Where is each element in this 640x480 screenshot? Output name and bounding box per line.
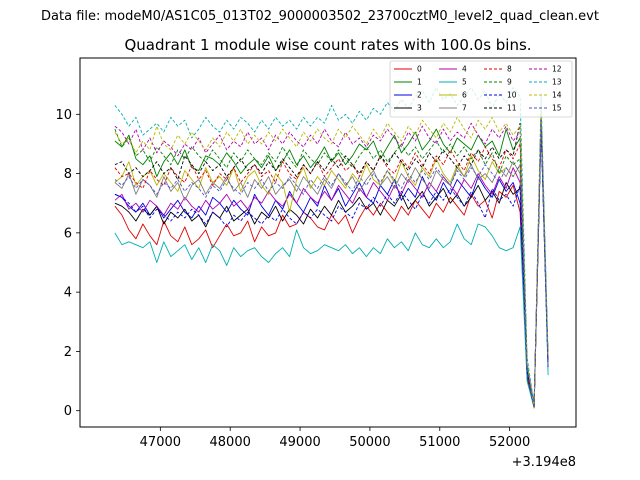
x-tick-label: 50000 bbox=[349, 435, 390, 450]
series-line-12 bbox=[114, 110, 549, 406]
legend-label-7: 7 bbox=[462, 104, 467, 113]
legend-label-15: 15 bbox=[552, 104, 562, 113]
legend-box bbox=[389, 60, 573, 118]
series-line-3 bbox=[114, 125, 549, 406]
x-tick-label: 47000 bbox=[140, 435, 181, 450]
legend-label-4: 4 bbox=[462, 65, 467, 74]
legend-label-1: 1 bbox=[417, 78, 422, 87]
plot-frame bbox=[79, 57, 577, 428]
legend-label-10: 10 bbox=[507, 91, 517, 100]
series-line-7 bbox=[114, 122, 549, 409]
legend-label-11: 11 bbox=[507, 104, 517, 113]
legend-label-3: 3 bbox=[417, 104, 422, 113]
series-line-6 bbox=[114, 116, 549, 409]
series-line-8 bbox=[114, 107, 549, 409]
legend-label-0: 0 bbox=[417, 65, 422, 74]
y-tick-label: 10 bbox=[55, 108, 72, 123]
legend-label-5: 5 bbox=[462, 78, 467, 87]
legend-label-2: 2 bbox=[417, 91, 422, 100]
y-tick-label: 8 bbox=[64, 167, 72, 182]
x-tick-label: 48000 bbox=[210, 435, 251, 450]
series-line-9 bbox=[114, 116, 549, 409]
legend-label-12: 12 bbox=[552, 65, 562, 74]
x-tick-label: 52000 bbox=[489, 435, 530, 450]
legend-label-6: 6 bbox=[462, 91, 467, 100]
x-tick-label: 51000 bbox=[419, 435, 460, 450]
y-tick-label: 4 bbox=[64, 286, 72, 301]
x-tick-label: 49000 bbox=[279, 435, 320, 450]
y-axis: 0 2 4 6 8 10 bbox=[55, 108, 80, 419]
legend-label-13: 13 bbox=[552, 78, 562, 87]
y-tick-label: 0 bbox=[64, 404, 72, 419]
y-tick-label: 2 bbox=[64, 345, 72, 360]
series-line-14 bbox=[114, 107, 549, 409]
suptitle: Data file: modeM0/AS1C05_013T02_90000035… bbox=[41, 9, 599, 24]
legend-label-9: 9 bbox=[507, 78, 512, 87]
series-line-10 bbox=[114, 128, 549, 409]
legend-label-14: 14 bbox=[552, 91, 562, 100]
series-line-11 bbox=[114, 110, 549, 409]
legend-label-8: 8 bbox=[507, 65, 512, 74]
y-tick-label: 6 bbox=[64, 226, 72, 241]
chart-title: Quadrant 1 module wise count rates with … bbox=[124, 36, 531, 54]
x-axis: 47000 48000 49000 50000 51000 52000 bbox=[140, 427, 530, 450]
series-line-4 bbox=[114, 119, 549, 409]
series-line-5 bbox=[114, 122, 549, 409]
x-offset-label: +3.194e8 bbox=[512, 455, 576, 470]
series-line-15 bbox=[114, 119, 549, 409]
